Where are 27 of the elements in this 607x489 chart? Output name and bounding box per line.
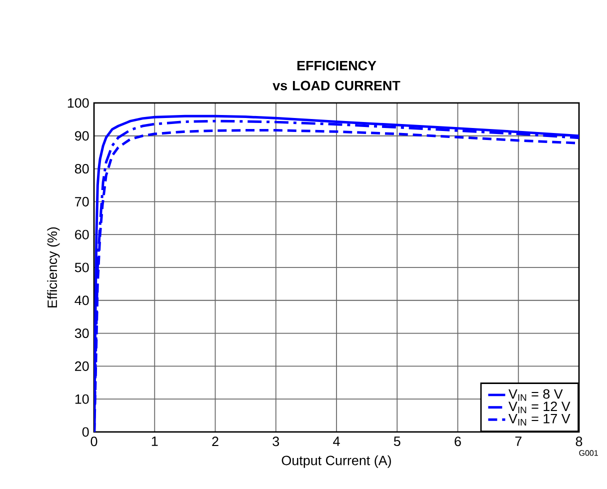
- y-axis-title: Efficiency (%): [47, 227, 60, 308]
- chart-subtitle: vs LOAD CURRENT: [272, 80, 400, 90]
- y-tick-label: 80: [74, 164, 89, 174]
- y-tick-label: 60: [75, 230, 89, 240]
- legend-label: V$_{IN}$ = 12 V: [508, 402, 570, 414]
- y-tick-label: 20: [75, 361, 89, 371]
- y-tick-label: 0: [82, 427, 89, 437]
- y-tick-label: 30: [74, 328, 89, 338]
- y-tick-label: 10: [75, 394, 89, 404]
- y-tick-label: 100: [68, 98, 89, 108]
- x-tick-label: 0: [90, 436, 98, 446]
- x-axis-title: Output Current (A): [282, 455, 391, 468]
- chart-title: EFFICIENCY: [297, 60, 376, 70]
- x-tick-label: 8: [576, 436, 582, 446]
- x-tick-label: 6: [454, 436, 461, 446]
- x-tick-label: 1: [152, 436, 158, 446]
- x-tick-label: 5: [394, 436, 400, 446]
- legend-label: V$_{IN}$ = 8 V: [508, 389, 563, 401]
- x-tick-label: 4: [333, 436, 340, 446]
- y-tick-label: 50: [74, 262, 89, 272]
- y-tick-label: 70: [75, 196, 89, 206]
- y-tick-label: 40: [74, 296, 89, 306]
- x-tick-label: 7: [515, 436, 522, 446]
- x-tick-label: 2: [212, 436, 218, 446]
- y-tick-label: 90: [74, 131, 89, 141]
- x-tick-label: 3: [272, 436, 280, 446]
- legend-label: V$_{IN}$ = 17 V: [508, 414, 570, 426]
